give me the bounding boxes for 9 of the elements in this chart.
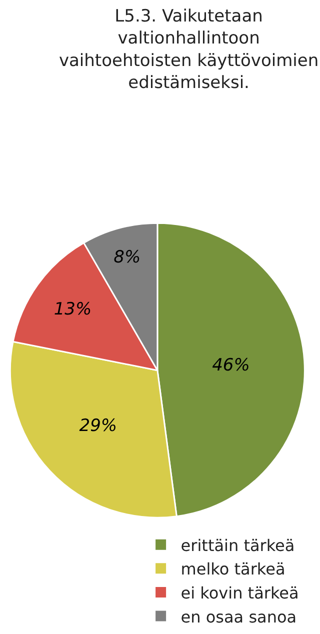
data-label: 46% [212,356,250,376]
legend-label: melko tärkeä [180,560,286,579]
legend-label: en osaa sanoa [180,607,297,626]
chart-title: L5.3. Vaikutetaan valtionhallintoon vaihtoehtoisten käyttövoimien edistämiseksi. [58,6,319,93]
data-label: 8% [114,247,141,268]
data-label: 13% [54,300,92,320]
legend-label: erittäin tärkeä [180,536,295,555]
legend-label: ei kovin tärkeä [180,583,299,602]
data-label: 29% [79,416,118,436]
